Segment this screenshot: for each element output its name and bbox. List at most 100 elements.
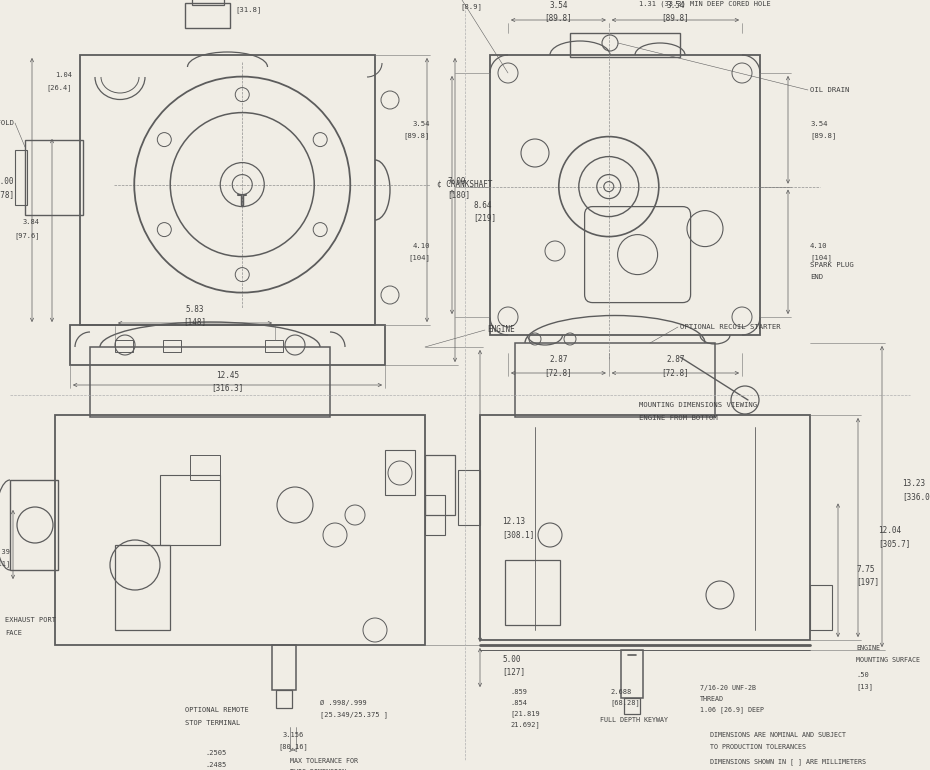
Text: [308.1]: [308.1] xyxy=(502,531,535,540)
Text: [180]: [180] xyxy=(447,190,471,199)
Bar xyxy=(385,450,415,495)
Bar xyxy=(185,3,230,28)
Text: 12.04: 12.04 xyxy=(878,526,901,535)
Bar xyxy=(425,495,445,535)
Bar xyxy=(163,340,181,352)
Text: 3.84: 3.84 xyxy=(23,219,40,226)
Text: ENGINE: ENGINE xyxy=(487,326,514,334)
Text: .854: .854 xyxy=(510,700,527,706)
Text: [316.3]: [316.3] xyxy=(211,383,244,393)
Text: 5.83: 5.83 xyxy=(186,304,205,313)
Bar xyxy=(55,415,425,645)
Text: [97.6]: [97.6] xyxy=(15,232,40,239)
Text: 3.54: 3.54 xyxy=(413,121,430,127)
Text: 12.13: 12.13 xyxy=(502,517,525,527)
Text: 12.45: 12.45 xyxy=(216,370,239,380)
Text: [80.16]: [80.16] xyxy=(278,744,308,751)
Text: [219]: [219] xyxy=(473,213,496,223)
Text: THIS DIMENSION =: THIS DIMENSION = xyxy=(290,769,354,770)
Text: 3.54: 3.54 xyxy=(666,1,684,9)
Text: [13]: [13] xyxy=(856,684,873,691)
Text: OPTIONAL REMOTE: OPTIONAL REMOTE xyxy=(185,707,248,713)
Text: SPARK PLUG: SPARK PLUG xyxy=(810,262,854,268)
Text: OPTIONAL RECOIL STARTER: OPTIONAL RECOIL STARTER xyxy=(680,324,780,330)
Text: [336.0]: [336.0] xyxy=(902,492,930,501)
Bar xyxy=(190,455,220,480)
Text: END: END xyxy=(810,274,823,280)
Text: [31.8]: [31.8] xyxy=(235,7,261,13)
Text: [111]: [111] xyxy=(0,561,11,567)
Bar xyxy=(160,475,220,545)
Bar xyxy=(480,415,810,640)
Text: 8.64: 8.64 xyxy=(473,200,491,209)
Text: DIMENSIONS ARE NOMINAL AND SUBJECT: DIMENSIONS ARE NOMINAL AND SUBJECT xyxy=(710,732,846,738)
Text: 13.23: 13.23 xyxy=(902,479,925,488)
Text: EXHAUST PORT: EXHAUST PORT xyxy=(5,617,56,623)
Bar xyxy=(621,650,643,698)
Text: 2.87: 2.87 xyxy=(666,354,684,363)
Text: [148]: [148] xyxy=(183,317,206,326)
Bar xyxy=(115,340,133,352)
Text: 7.09: 7.09 xyxy=(447,178,466,186)
Text: 2.87: 2.87 xyxy=(549,354,567,363)
Bar xyxy=(115,545,170,630)
Text: MAX TOLERANCE FOR: MAX TOLERANCE FOR xyxy=(290,758,358,764)
Text: [68.28]: [68.28] xyxy=(610,700,640,706)
Text: OIL DRAIN: OIL DRAIN xyxy=(810,87,849,93)
Text: [89.8]: [89.8] xyxy=(545,14,572,22)
Text: ENGINE: ENGINE xyxy=(856,645,880,651)
Bar xyxy=(570,33,680,57)
Bar xyxy=(192,0,224,5)
Text: [89.8]: [89.8] xyxy=(404,132,430,139)
Text: [25.349/25.375 ]: [25.349/25.375 ] xyxy=(320,711,388,718)
Text: FULL DEPTH KEYWAY: FULL DEPTH KEYWAY xyxy=(600,717,668,723)
Bar xyxy=(25,140,83,215)
Text: [72.8]: [72.8] xyxy=(545,369,572,377)
Text: MOUNTING SURFACE: MOUNTING SURFACE xyxy=(856,657,920,663)
Text: TO PRODUCTION TOLERANCES: TO PRODUCTION TOLERANCES xyxy=(710,744,806,750)
Text: 7.00: 7.00 xyxy=(0,178,14,186)
Text: DIMENSIONS SHOWN IN [ ] ARE MILLIMETERS: DIMENSIONS SHOWN IN [ ] ARE MILLIMETERS xyxy=(710,758,866,765)
Text: [72.8]: [72.8] xyxy=(661,369,689,377)
Text: [26.4]: [26.4] xyxy=(46,85,72,92)
Text: Ø 1.25: Ø 1.25 xyxy=(235,0,261,1)
Text: 3.54: 3.54 xyxy=(549,1,567,9)
Text: 1.31 (33.3) MIN DEEP CORED HOLE: 1.31 (33.3) MIN DEEP CORED HOLE xyxy=(639,1,770,7)
Text: Ø .998/.999: Ø .998/.999 xyxy=(320,700,366,706)
Text: 5.00: 5.00 xyxy=(502,654,521,664)
Text: .2505: .2505 xyxy=(205,750,226,756)
Bar xyxy=(810,585,832,630)
Bar xyxy=(90,347,330,417)
Text: ¢ CRANKSHAFT: ¢ CRANKSHAFT xyxy=(437,180,493,189)
Text: FACE: FACE xyxy=(5,630,22,636)
Text: ENGINE FROM BOTTOM: ENGINE FROM BOTTOM xyxy=(639,415,717,421)
Text: MANIFOLD: MANIFOLD xyxy=(0,120,15,126)
Bar xyxy=(505,560,560,625)
Bar xyxy=(490,55,760,335)
Bar xyxy=(515,343,715,417)
Bar xyxy=(425,455,455,515)
Bar xyxy=(265,340,283,352)
Bar xyxy=(80,55,375,325)
Text: .50: .50 xyxy=(856,672,869,678)
Bar xyxy=(458,470,480,525)
Text: MOUNTING DIMENSIONS VIEWING: MOUNTING DIMENSIONS VIEWING xyxy=(639,402,757,408)
Text: 21.692]: 21.692] xyxy=(510,721,539,728)
Text: .859: .859 xyxy=(510,689,527,695)
Text: [305.7]: [305.7] xyxy=(878,539,910,548)
Text: STOP TERMINAL: STOP TERMINAL xyxy=(185,720,240,726)
Text: 4.39: 4.39 xyxy=(0,549,11,555)
Text: [104]: [104] xyxy=(810,254,831,261)
Text: 1.06 [26.9] DEEP: 1.06 [26.9] DEEP xyxy=(700,707,764,713)
Bar xyxy=(15,150,27,205)
Text: 4.10: 4.10 xyxy=(810,243,828,249)
Text: [89.8]: [89.8] xyxy=(661,14,689,22)
Text: 2.688: 2.688 xyxy=(610,689,631,695)
Bar xyxy=(70,325,385,365)
Text: [89.8]: [89.8] xyxy=(810,132,836,139)
Text: 7.75: 7.75 xyxy=(856,564,874,574)
Text: 3.156: 3.156 xyxy=(283,732,304,738)
Text: [21.819: [21.819 xyxy=(510,711,539,718)
Text: .2485: .2485 xyxy=(205,762,226,768)
Text: 7/16-20 UNF-2B: 7/16-20 UNF-2B xyxy=(700,685,756,691)
